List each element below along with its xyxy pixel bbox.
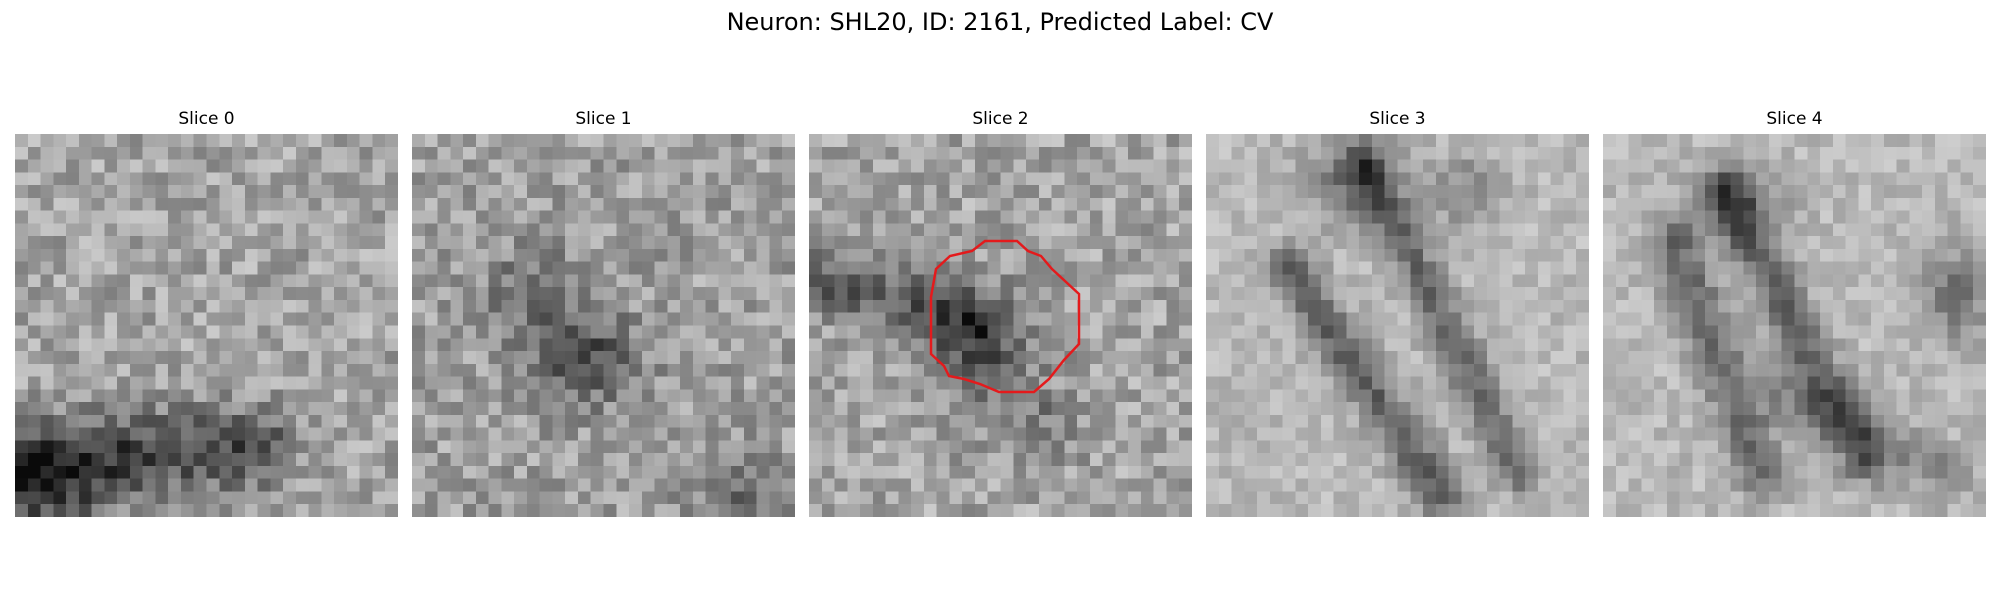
slice-pixels-4 bbox=[1603, 134, 1986, 517]
slice-image-4 bbox=[1603, 134, 1986, 517]
panel-title-slice-2: Slice 2 bbox=[809, 108, 1192, 130]
slice-image-0 bbox=[15, 134, 398, 517]
neuron-contour-overlay bbox=[809, 134, 1192, 517]
panel-title-slice-3: Slice 3 bbox=[1206, 108, 1589, 130]
slice-image-2 bbox=[809, 134, 1192, 517]
slice-image-3 bbox=[1206, 134, 1589, 517]
panel-title-slice-4: Slice 4 bbox=[1603, 108, 1986, 130]
neuron-contour bbox=[931, 241, 1079, 392]
slice-pixels-0 bbox=[15, 134, 398, 517]
slice-pixels-3 bbox=[1206, 134, 1589, 517]
slice-image-1 bbox=[412, 134, 795, 517]
panel-title-slice-1: Slice 1 bbox=[412, 108, 795, 130]
figure-title: Neuron: SHL20, ID: 2161, Predicted Label… bbox=[0, 6, 2000, 38]
slice-pixels-1 bbox=[412, 134, 795, 517]
panel-title-slice-0: Slice 0 bbox=[15, 108, 398, 130]
